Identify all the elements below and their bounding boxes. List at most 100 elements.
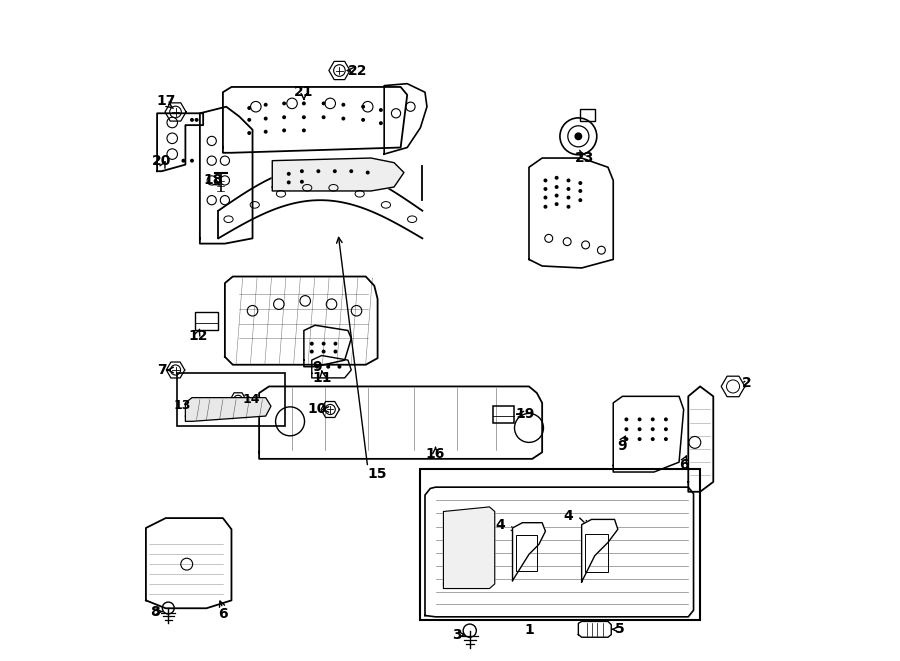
- Circle shape: [327, 365, 330, 369]
- Polygon shape: [223, 87, 407, 153]
- Circle shape: [554, 176, 559, 180]
- Circle shape: [302, 128, 306, 132]
- Text: 10: 10: [308, 403, 327, 416]
- Circle shape: [625, 417, 628, 421]
- Text: 15: 15: [368, 467, 387, 481]
- Circle shape: [625, 437, 628, 441]
- Circle shape: [302, 101, 306, 105]
- Circle shape: [334, 342, 338, 346]
- Text: 2: 2: [742, 376, 751, 390]
- Polygon shape: [613, 397, 684, 472]
- Text: 6: 6: [679, 459, 688, 473]
- Circle shape: [283, 101, 286, 105]
- Circle shape: [283, 115, 286, 119]
- Circle shape: [302, 115, 306, 119]
- Circle shape: [651, 427, 654, 431]
- Bar: [176, 373, 285, 426]
- Text: 21: 21: [294, 85, 313, 99]
- Text: 14: 14: [242, 393, 260, 406]
- Text: 22: 22: [348, 63, 367, 77]
- Circle shape: [248, 106, 251, 110]
- Circle shape: [283, 128, 286, 132]
- Text: 4: 4: [495, 518, 505, 531]
- Text: 20: 20: [152, 153, 171, 168]
- Text: 12: 12: [189, 329, 208, 343]
- Text: 18: 18: [203, 173, 223, 188]
- Circle shape: [574, 132, 582, 140]
- Circle shape: [182, 159, 185, 163]
- Polygon shape: [384, 84, 427, 154]
- Polygon shape: [304, 325, 351, 367]
- Circle shape: [248, 118, 251, 122]
- Circle shape: [566, 205, 571, 209]
- Circle shape: [310, 350, 314, 354]
- Text: 19: 19: [516, 407, 535, 421]
- Circle shape: [554, 194, 559, 198]
- Circle shape: [190, 159, 194, 163]
- Circle shape: [287, 172, 291, 176]
- Circle shape: [338, 365, 341, 369]
- Text: 7: 7: [158, 363, 167, 377]
- Circle shape: [315, 365, 319, 369]
- Circle shape: [321, 342, 326, 346]
- Circle shape: [321, 115, 326, 119]
- Circle shape: [321, 350, 326, 354]
- Text: 8: 8: [150, 605, 160, 619]
- Circle shape: [379, 108, 382, 112]
- Polygon shape: [259, 387, 542, 459]
- Circle shape: [334, 350, 338, 354]
- Circle shape: [349, 169, 353, 173]
- Circle shape: [544, 205, 547, 209]
- Polygon shape: [512, 523, 545, 580]
- Text: 13: 13: [174, 399, 191, 412]
- Polygon shape: [146, 518, 231, 608]
- Circle shape: [287, 180, 291, 184]
- Polygon shape: [311, 356, 351, 378]
- Circle shape: [194, 118, 199, 122]
- Circle shape: [333, 169, 337, 173]
- Circle shape: [361, 118, 365, 122]
- Circle shape: [637, 427, 642, 431]
- Circle shape: [341, 102, 346, 106]
- Text: 23: 23: [574, 151, 594, 165]
- Circle shape: [637, 437, 642, 441]
- Circle shape: [554, 202, 559, 206]
- Circle shape: [637, 417, 642, 421]
- Bar: [580, 109, 595, 121]
- Bar: [493, 406, 514, 422]
- Circle shape: [264, 116, 267, 120]
- Circle shape: [579, 181, 582, 185]
- Text: 9: 9: [312, 360, 322, 373]
- Circle shape: [264, 102, 267, 106]
- Polygon shape: [529, 158, 613, 268]
- Circle shape: [317, 169, 320, 173]
- Circle shape: [579, 198, 582, 202]
- Circle shape: [300, 169, 304, 173]
- Polygon shape: [688, 387, 714, 492]
- Circle shape: [190, 118, 194, 122]
- Circle shape: [544, 187, 547, 191]
- Polygon shape: [273, 158, 404, 191]
- Polygon shape: [225, 276, 378, 365]
- Polygon shape: [425, 487, 694, 617]
- Circle shape: [651, 417, 654, 421]
- Bar: [420, 469, 700, 620]
- Circle shape: [544, 196, 547, 200]
- Polygon shape: [579, 621, 611, 637]
- Circle shape: [579, 189, 582, 193]
- Polygon shape: [581, 520, 617, 582]
- Text: 3: 3: [452, 627, 462, 642]
- Circle shape: [566, 178, 571, 182]
- Text: 5: 5: [615, 623, 625, 637]
- Bar: [195, 312, 219, 330]
- Circle shape: [554, 185, 559, 189]
- Circle shape: [379, 121, 382, 125]
- Polygon shape: [158, 113, 203, 171]
- Circle shape: [310, 342, 314, 346]
- Circle shape: [321, 101, 326, 105]
- Circle shape: [264, 130, 267, 134]
- Polygon shape: [219, 166, 422, 239]
- Circle shape: [664, 417, 668, 421]
- Text: 6: 6: [218, 607, 228, 621]
- Circle shape: [625, 427, 628, 431]
